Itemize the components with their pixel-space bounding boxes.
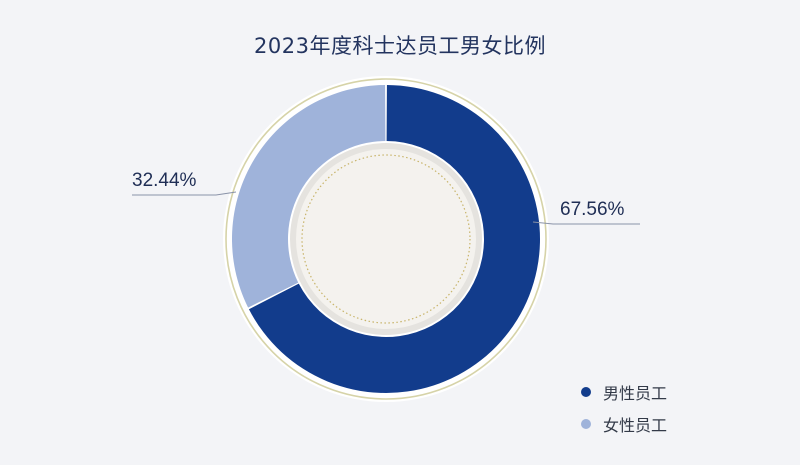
label-female-pct: 32.44% [132,170,197,191]
leader-line-male [532,221,640,225]
outer-ring [225,78,547,400]
legend-item-male: 男性员工 [581,376,667,408]
label-male-pct: 67.56% [560,199,625,220]
chart-title: 2023年度科士达员工男女比例 [254,34,546,58]
legend-label-female: 女性员工 [603,416,668,435]
slice-male [248,85,540,393]
legend-dot-female [581,419,591,429]
leader-line-female [132,191,237,196]
center-dotted-ring [301,154,471,324]
legend: 男性员工 女性员工 [581,376,667,440]
legend-dot-male [581,387,591,397]
legend-label-male: 男性员工 [603,384,668,403]
legend-item-female: 女性员工 [581,408,667,440]
center-disc [296,149,476,329]
slice-female [232,85,386,308]
